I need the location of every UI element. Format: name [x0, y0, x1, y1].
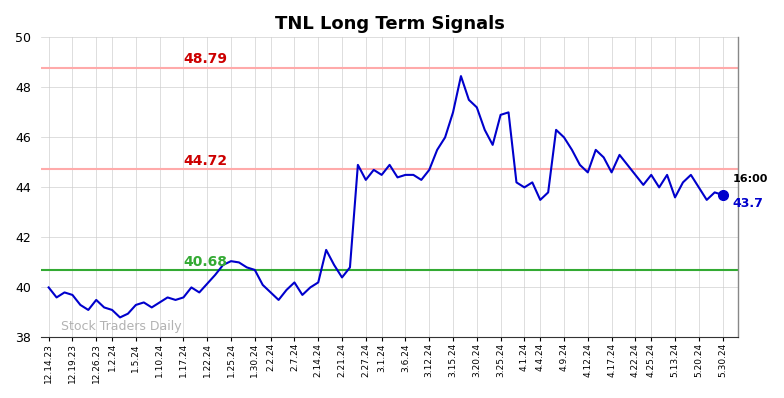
Text: 16:00: 16:00 [733, 174, 768, 183]
Text: 40.68: 40.68 [183, 255, 227, 269]
Text: 43.7: 43.7 [733, 197, 764, 211]
Text: 44.72: 44.72 [183, 154, 227, 168]
Text: Stock Traders Daily: Stock Traders Daily [60, 320, 181, 333]
Title: TNL Long Term Signals: TNL Long Term Signals [274, 15, 505, 33]
Text: 48.79: 48.79 [183, 52, 227, 66]
